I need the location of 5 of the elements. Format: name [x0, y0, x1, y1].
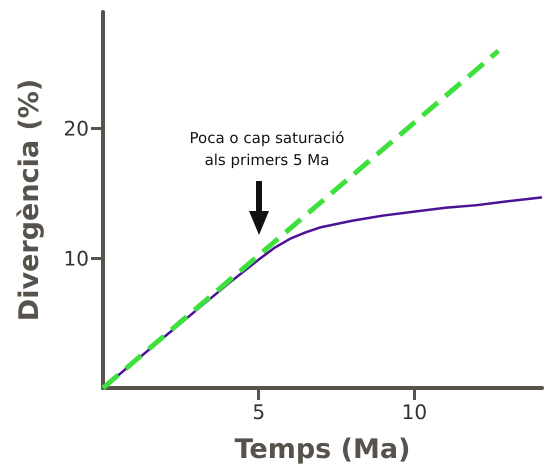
y-axis-title: Divergència (%) — [14, 78, 45, 322]
y-tick-label: 20 — [64, 116, 89, 141]
x-axis-title: Temps (Ma) — [234, 434, 410, 465]
x-tick-label: 5 — [252, 400, 266, 424]
annotation: Poca o cap saturació als primers 5 Ma — [190, 128, 344, 171]
